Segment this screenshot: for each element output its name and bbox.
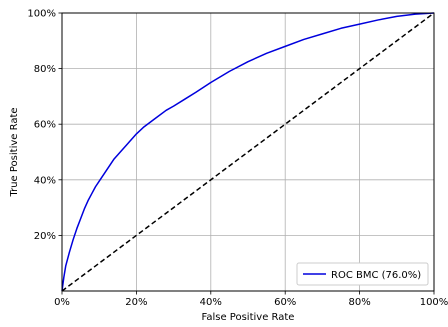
y-tick-label: 20%: [34, 231, 56, 242]
legend-box: [296, 262, 429, 286]
x-tick-label: 0%: [54, 297, 70, 308]
roc-curve-line: [61, 12, 435, 292]
x-axis-title: False Positive Rate: [202, 312, 295, 323]
y-tick-label: 40%: [34, 175, 56, 186]
x-tick-label: 20%: [125, 297, 147, 308]
x-tick-label: 80%: [348, 297, 370, 308]
plot-frame: [61, 12, 435, 292]
x-tick-label: 100%: [420, 297, 448, 308]
y-axis-title: True Positive Rate: [9, 107, 20, 197]
x-tick-label: 60%: [274, 297, 296, 308]
y-tick-label: 60%: [34, 120, 56, 131]
y-tick-label: 80%: [34, 64, 56, 75]
x-tick-label: 40%: [200, 297, 222, 308]
chance-diagonal-line: [61, 12, 435, 292]
y-tick-label: 100%: [27, 9, 56, 20]
legend: ROC BMC (76.0%): [296, 262, 429, 286]
series-layer: [61, 12, 435, 292]
ticks-layer: 0% 20% 40% 60% 80% 100% 20% 40% 60% 80% 100%: [27, 9, 448, 309]
legend-label: ROC BMC (76.0%): [331, 270, 421, 281]
